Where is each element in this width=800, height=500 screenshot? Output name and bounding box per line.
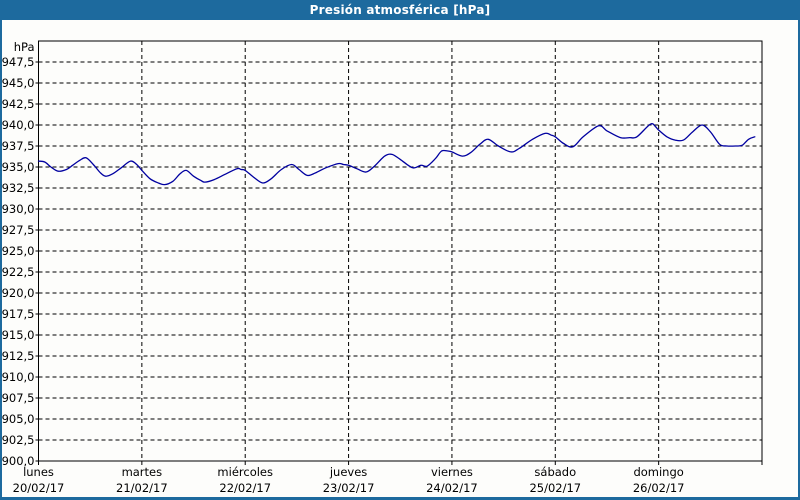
y-tick-label: 930,0 [2,202,35,216]
y-tick-label: 915,0 [2,328,35,342]
y-tick-label: 917,5 [2,307,35,321]
x-day-label: miércoles [217,465,273,479]
x-date-label: 22/02/17 [219,481,271,495]
y-tick-label: 942,5 [2,97,35,111]
y-tick-label: 900,0 [2,454,35,468]
y-tick-label: 945,0 [2,76,35,90]
x-day-label: jueves [329,465,367,479]
y-tick-label: 947,5 [2,55,35,69]
x-day-label: sábado [534,465,576,479]
y-tick-label: 912,5 [2,349,35,363]
pressure-chart: 900,0 902,5 905,0 907,5 910,0 912,5 915,0 917,5… [2,20,798,497]
y-tick-label: 932,5 [2,181,35,195]
y-tick-label: 922,5 [2,265,35,279]
y-tick-label: 905,0 [2,412,35,426]
plot-frame [38,40,763,462]
y-tick-label: 925,0 [2,244,35,258]
x-date-label: 23/02/17 [323,481,375,495]
x-date-label: 21/02/17 [116,481,168,495]
y-tick-label: 935,0 [2,160,35,174]
x-date-label: 24/02/17 [426,481,478,495]
y-tick-label: 937,5 [2,139,35,153]
y-tick-label: 910,0 [2,370,35,384]
x-day-label: viernes [431,465,473,479]
x-date-label: 26/02/17 [633,481,685,495]
y-tick-label: 907,5 [2,391,35,405]
x-date-label: 25/02/17 [529,481,581,495]
chart-canvas: 900,0 902,5 905,0 907,5 910,0 912,5 915,0 917,5… [2,40,763,495]
x-day-label: lunes [23,465,54,479]
y-tick-label: 927,5 [2,223,35,237]
y-tick-label: 902,5 [2,433,35,447]
x-day-label: martes [122,465,163,479]
y-tick-label: 940,0 [2,118,35,132]
chart-title: Presión atmosférica [hPa] [309,3,491,17]
x-date-label: 20/02/17 [13,481,65,495]
title-bar: Presión atmosférica [hPa] [0,0,800,20]
y-axis-unit-label: hPa [14,40,35,54]
y-tick-label: 920,0 [2,286,35,300]
pressure-line [37,123,756,186]
x-day-label: domingo [633,465,683,479]
